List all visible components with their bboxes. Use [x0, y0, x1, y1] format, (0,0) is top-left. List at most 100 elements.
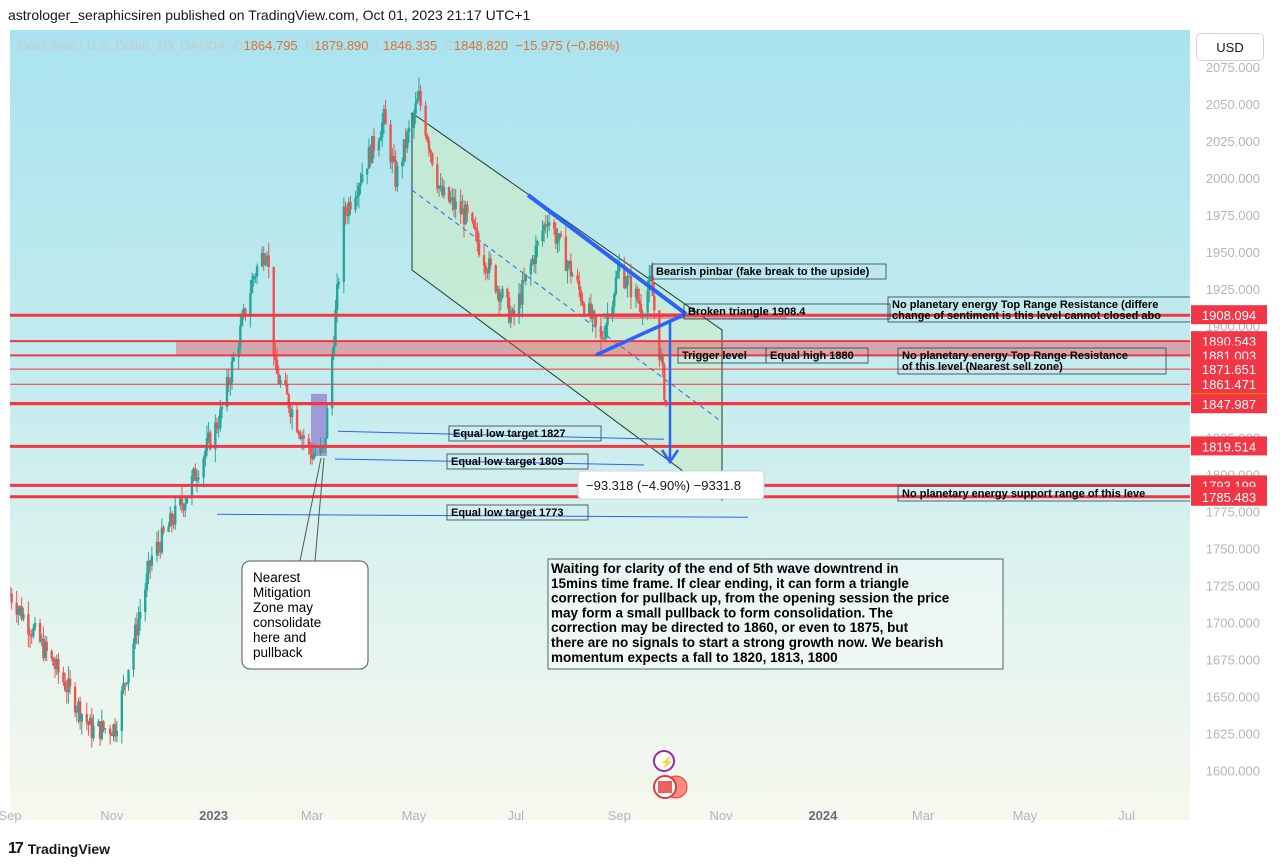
candle-body [167, 526, 170, 532]
price-label-bg [1191, 436, 1267, 456]
candle-body [624, 285, 628, 288]
price-tick-label: 2050.000 [1206, 97, 1260, 112]
candle-body [482, 255, 486, 266]
candle-body [416, 98, 419, 104]
candle-body [534, 245, 538, 265]
candle-body [42, 638, 45, 659]
currency-button[interactable]: USD [1196, 33, 1264, 61]
candle-body [634, 288, 638, 298]
candle-body [150, 555, 154, 566]
candle-body [658, 310, 661, 360]
lightning-event-icon [653, 750, 675, 772]
candle-body [190, 476, 194, 498]
candle-body [497, 288, 501, 302]
candle-body [264, 261, 267, 265]
time-axis-label: Jul [507, 808, 524, 823]
candle-body [349, 201, 352, 210]
candle-body [267, 255, 270, 267]
candle-body [147, 560, 150, 574]
chart-pane[interactable] [10, 30, 1190, 820]
time-axis-label: Mar [301, 808, 324, 823]
chart-overlay: Bearish pinbar (fake break to the upside… [0, 60, 1267, 823]
price-tick-label: 1650.000 [1206, 689, 1260, 704]
top-resistance-label-text: No planetary energy Top Range Resistance… [892, 299, 1158, 311]
candle-body [603, 337, 606, 339]
candle-body [557, 233, 561, 241]
candle-body [606, 314, 609, 326]
broken-triangle-label-text: Broken triangle 1908.4 [688, 306, 806, 318]
candle-body [546, 225, 549, 227]
candle-body [661, 356, 664, 366]
candle-body [169, 513, 172, 527]
candle-body [442, 187, 446, 196]
candle-body [68, 678, 72, 687]
candle-body [179, 498, 182, 506]
candle-body [519, 293, 522, 305]
candle-body [532, 258, 536, 265]
candle-body [10, 594, 13, 603]
candle-body [542, 224, 546, 231]
candle-body [103, 728, 107, 730]
candle-body [628, 276, 631, 278]
candle-body [441, 185, 444, 196]
candle-body [180, 498, 184, 506]
candle-body [629, 276, 633, 298]
candle-body [174, 505, 177, 525]
candle-body [149, 560, 152, 566]
price-label-bg [1191, 394, 1267, 414]
candle-body [73, 686, 77, 713]
legend-symbol: Gold Spot / U.S. Dollar, 1D, OANDA [18, 38, 227, 53]
candle-body [437, 186, 441, 189]
candle-body [429, 149, 432, 154]
candle-body [394, 159, 397, 187]
candle-body [379, 137, 382, 141]
candle-body [97, 721, 100, 727]
equal-low-1827-label-box [448, 425, 602, 442]
candle-body [439, 185, 442, 187]
analysis-note-box [547, 558, 1004, 670]
analysis-note-line: correction may be directed to 1860, or e… [551, 620, 909, 635]
price-tick-label: 1775.000 [1206, 504, 1260, 519]
candle-body [451, 197, 454, 200]
equal-low-1809-label-box [446, 453, 589, 470]
price-tick-label: 1700.000 [1206, 615, 1260, 630]
trigger-level-label-text: Trigger level [682, 350, 747, 362]
candle-body [33, 623, 37, 628]
triangle-upper-trendline [526, 193, 688, 316]
mitigation-zone [311, 393, 327, 457]
candle-body [202, 458, 205, 478]
candle-body [636, 288, 639, 301]
candle-body [554, 228, 558, 244]
candle-body [464, 204, 467, 225]
candle-body [614, 277, 618, 295]
equal-high-label-box [765, 347, 869, 364]
candle-body [404, 139, 407, 149]
measure-label-box [577, 470, 765, 500]
candle-body [521, 279, 524, 305]
candle-body [314, 453, 317, 455]
candle-body [20, 606, 23, 620]
sell-zone-label-text-2: of this level (Nearest sell zone) [902, 361, 1063, 373]
candle-body [115, 731, 119, 737]
candle-body [325, 408, 329, 439]
candle-body [90, 717, 93, 739]
tradingview-logo-icon: 17 [8, 840, 24, 857]
candle-body [392, 156, 396, 160]
candle-body [250, 279, 254, 294]
candle-body [299, 434, 302, 439]
candle-body [275, 359, 279, 374]
price-axis[interactable] [1190, 30, 1280, 820]
candle-body [98, 721, 102, 739]
candle-body [427, 140, 431, 150]
candle-body [297, 431, 300, 435]
mitigation-callout-box [241, 560, 369, 670]
candle-body [581, 301, 584, 305]
candle-body [265, 255, 269, 262]
candle-body [377, 140, 381, 151]
candle-body [366, 168, 369, 175]
support-range-label-text: No planetary energy support range of thi… [902, 488, 1145, 500]
callout-pointer-right [314, 457, 325, 562]
candle-body [476, 230, 479, 243]
legend-close-label: C [444, 38, 454, 53]
candle-body [57, 659, 60, 673]
